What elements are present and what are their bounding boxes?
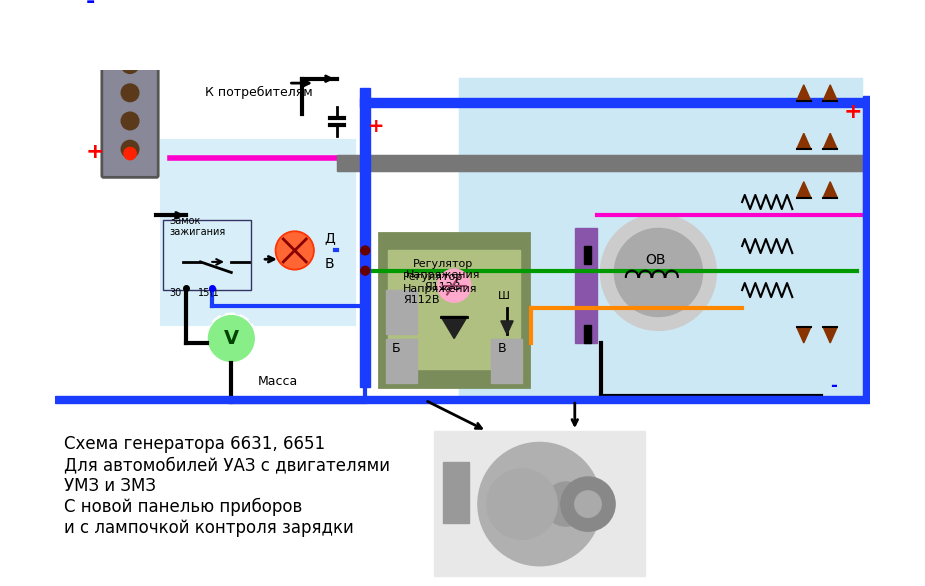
Text: Б: Б [391, 342, 401, 355]
Circle shape [361, 266, 370, 275]
Polygon shape [796, 85, 811, 101]
Polygon shape [796, 182, 811, 197]
Polygon shape [823, 85, 837, 101]
Bar [387, 339, 417, 383]
Circle shape [124, 148, 136, 160]
Text: -: - [831, 377, 837, 396]
Text: +: + [86, 142, 105, 162]
Circle shape [121, 28, 139, 45]
Text: 15\1: 15\1 [198, 288, 219, 298]
Circle shape [361, 246, 370, 255]
Text: V: V [224, 329, 239, 348]
Circle shape [478, 442, 601, 565]
Bar [337, 155, 866, 171]
Text: К потребителям: К потребителям [205, 86, 313, 99]
Bar [163, 220, 251, 290]
Bar [161, 141, 354, 325]
Bar [388, 250, 520, 369]
Circle shape [438, 270, 470, 302]
Circle shape [121, 84, 139, 101]
Circle shape [121, 141, 139, 158]
Text: Регулятор
Напряжения
Я112В: Регулятор Напряжения Я112В [405, 259, 480, 292]
Text: -: - [86, 0, 95, 12]
Text: Схема генератора 6631, 6651
Для автомобилей УАЗ с двигателями
УМЗ и ЗМЗ
С новой : Схема генератора 6631, 6651 Для автомоби… [64, 435, 390, 537]
Bar [574, 229, 597, 343]
Bar [360, 98, 870, 107]
Bar [379, 233, 529, 387]
Circle shape [121, 112, 139, 130]
Circle shape [574, 491, 601, 517]
Circle shape [544, 482, 588, 526]
Polygon shape [500, 321, 513, 334]
Circle shape [614, 229, 702, 316]
Bar [360, 87, 371, 387]
Text: ОВ: ОВ [646, 253, 666, 267]
Circle shape [206, 314, 256, 363]
Bar [56, 396, 869, 403]
Text: 30: 30 [169, 288, 182, 298]
Circle shape [208, 316, 254, 362]
Polygon shape [796, 133, 811, 149]
Polygon shape [823, 133, 837, 149]
Text: В: В [499, 342, 507, 355]
Polygon shape [796, 327, 811, 343]
Circle shape [278, 233, 313, 268]
Text: Замок
зажигания: Замок зажигания [169, 216, 226, 237]
Bar [461, 79, 857, 396]
FancyBboxPatch shape [102, 0, 158, 178]
Circle shape [601, 215, 716, 330]
Bar [337, 155, 866, 171]
Text: +: + [844, 103, 862, 122]
Bar [584, 246, 591, 264]
Bar [584, 325, 591, 343]
Bar [387, 290, 417, 334]
Text: В: В [325, 257, 334, 271]
Circle shape [276, 231, 314, 270]
Circle shape [124, 15, 136, 28]
Text: +: + [368, 117, 384, 135]
Bar [863, 96, 870, 396]
Bar [461, 79, 861, 396]
Bar [491, 339, 522, 383]
Circle shape [121, 56, 139, 73]
Text: Регулятор
Напряжения
Я112В: Регулятор Напряжения Я112В [403, 272, 477, 305]
Circle shape [487, 469, 557, 539]
Text: Ш: Ш [499, 291, 510, 301]
Circle shape [561, 478, 614, 530]
Polygon shape [823, 327, 837, 343]
Text: Д: Д [325, 231, 336, 244]
Polygon shape [823, 182, 837, 197]
Text: Масса: Масса [258, 375, 298, 388]
Bar [434, 431, 646, 576]
Bar [443, 462, 469, 523]
Polygon shape [441, 316, 467, 339]
